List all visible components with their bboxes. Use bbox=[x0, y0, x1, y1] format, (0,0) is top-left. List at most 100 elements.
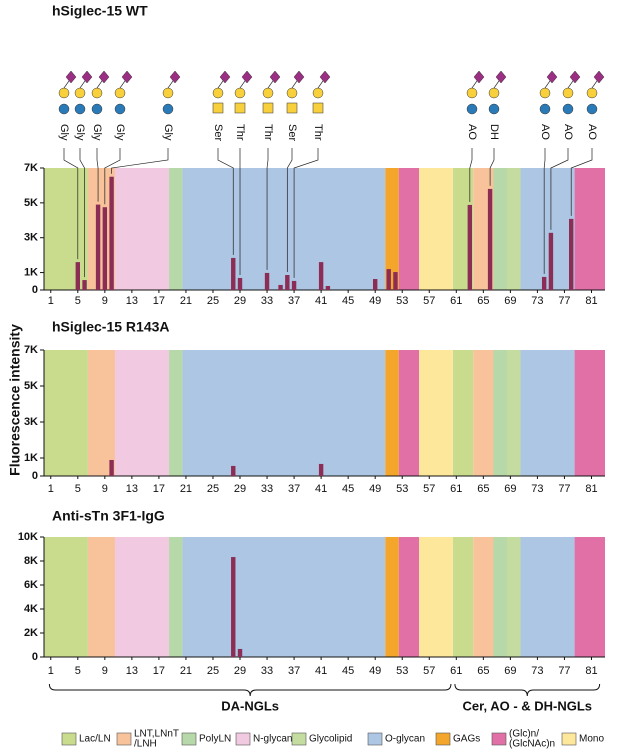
x-tick-label: 33 bbox=[261, 483, 273, 495]
x-tick-label: 33 bbox=[261, 295, 273, 307]
y-tick-label: 6K bbox=[24, 579, 38, 591]
glycan-diamond bbox=[293, 70, 305, 84]
bar bbox=[109, 176, 114, 290]
y-axis-title: Fluorescence intensity bbox=[7, 324, 23, 476]
legend-label: Glycolipid bbox=[309, 734, 352, 745]
bar bbox=[467, 204, 473, 290]
glycan-diamond bbox=[81, 70, 93, 84]
x-tick-label: 9 bbox=[102, 295, 108, 307]
glycan-square bbox=[286, 102, 298, 114]
category-band bbox=[385, 350, 399, 476]
glycan-circle bbox=[58, 87, 70, 99]
y-tick-label: 2K bbox=[24, 627, 38, 639]
probe-label: Thr bbox=[312, 124, 324, 141]
glycan-circle bbox=[466, 103, 478, 115]
glycan-square bbox=[312, 102, 324, 114]
x-tick-label: 49 bbox=[369, 295, 381, 307]
y-tick-label: 5K bbox=[24, 197, 38, 209]
probe-label: AO bbox=[562, 124, 574, 140]
category-band bbox=[574, 350, 605, 476]
x-tick-label: 13 bbox=[126, 665, 138, 677]
glycan-circle bbox=[312, 87, 324, 99]
x-tick-label: 25 bbox=[207, 295, 219, 307]
y-tick-label: 7K bbox=[24, 344, 38, 356]
probe-label: AO bbox=[586, 124, 598, 140]
x-tick-label: 69 bbox=[504, 295, 516, 307]
bar bbox=[541, 276, 547, 290]
x-tick-label: 29 bbox=[234, 295, 246, 307]
glycan-square bbox=[262, 102, 274, 114]
glycan-circle bbox=[488, 87, 500, 99]
x-tick-label: 69 bbox=[504, 483, 516, 495]
legend-swatch bbox=[181, 732, 197, 746]
glycan-circle bbox=[91, 103, 103, 115]
legend-swatch bbox=[235, 732, 251, 746]
x-tick-label: 13 bbox=[126, 483, 138, 495]
probe-label: DH bbox=[488, 124, 500, 140]
leader-line bbox=[104, 148, 121, 205]
category-band bbox=[398, 350, 420, 476]
x-tick-label: 37 bbox=[288, 665, 300, 677]
leader-line bbox=[79, 148, 85, 278]
x-tick-label: 61 bbox=[450, 295, 462, 307]
x-tick-label: 81 bbox=[585, 295, 597, 307]
category-band bbox=[452, 350, 474, 476]
bar bbox=[237, 648, 243, 657]
category-band bbox=[473, 537, 494, 657]
category-band bbox=[398, 537, 420, 657]
leader-line bbox=[286, 148, 293, 273]
x-tick-label: 41 bbox=[315, 483, 327, 495]
bar bbox=[95, 204, 101, 290]
category-band bbox=[169, 168, 183, 290]
probe-label: Gly bbox=[114, 124, 126, 141]
probe-label: AO bbox=[539, 124, 551, 140]
category-band bbox=[385, 168, 399, 290]
x-tick-label: 1 bbox=[48, 665, 54, 677]
legend-label: GAGs bbox=[453, 734, 480, 745]
x-tick-label: 53 bbox=[396, 665, 408, 677]
bar bbox=[278, 284, 283, 290]
probe-label: Gly bbox=[58, 124, 70, 141]
x-tick-label: 45 bbox=[342, 665, 354, 677]
glycan-diamond bbox=[219, 70, 231, 84]
category-band bbox=[44, 168, 88, 290]
leader-line bbox=[266, 148, 269, 270]
category-band bbox=[398, 168, 420, 290]
probe-label: Thr bbox=[234, 124, 246, 141]
bar bbox=[548, 232, 554, 290]
category-band bbox=[520, 350, 575, 476]
bar bbox=[386, 269, 391, 290]
category-band bbox=[520, 168, 575, 290]
x-tick-label: 5 bbox=[75, 295, 81, 307]
x-tick-label: 1 bbox=[48, 483, 54, 495]
glycan-circle bbox=[466, 87, 478, 99]
x-tick-label: 57 bbox=[423, 295, 435, 307]
group-label: Cer, AO - & DH-NGLs bbox=[463, 698, 593, 713]
bar bbox=[109, 459, 114, 476]
y-tick-label: 3K bbox=[24, 416, 38, 428]
glycan-circle bbox=[114, 87, 126, 99]
category-band bbox=[44, 537, 88, 657]
x-tick-label: 81 bbox=[585, 483, 597, 495]
x-tick-label: 25 bbox=[207, 665, 219, 677]
glycan-circle bbox=[539, 87, 551, 99]
x-tick-label: 77 bbox=[558, 483, 570, 495]
glycan-circle bbox=[74, 87, 86, 99]
y-tick-label: 4K bbox=[24, 603, 38, 615]
category-band bbox=[493, 537, 507, 657]
leader-line bbox=[543, 148, 546, 274]
glycan-circle bbox=[74, 103, 86, 115]
legend-label: /LNH bbox=[134, 739, 157, 750]
glycan-circle bbox=[91, 87, 103, 99]
probe-label: Gly bbox=[162, 124, 174, 141]
bar bbox=[102, 207, 108, 290]
y-tick-label: 7K bbox=[24, 162, 38, 174]
y-tick-label: 10K bbox=[18, 531, 38, 543]
glycan-circle bbox=[586, 103, 598, 115]
x-tick-label: 17 bbox=[153, 483, 165, 495]
category-band bbox=[182, 350, 386, 476]
leader-line bbox=[96, 148, 99, 202]
x-tick-label: 65 bbox=[477, 295, 489, 307]
glycan-circle bbox=[234, 87, 246, 99]
